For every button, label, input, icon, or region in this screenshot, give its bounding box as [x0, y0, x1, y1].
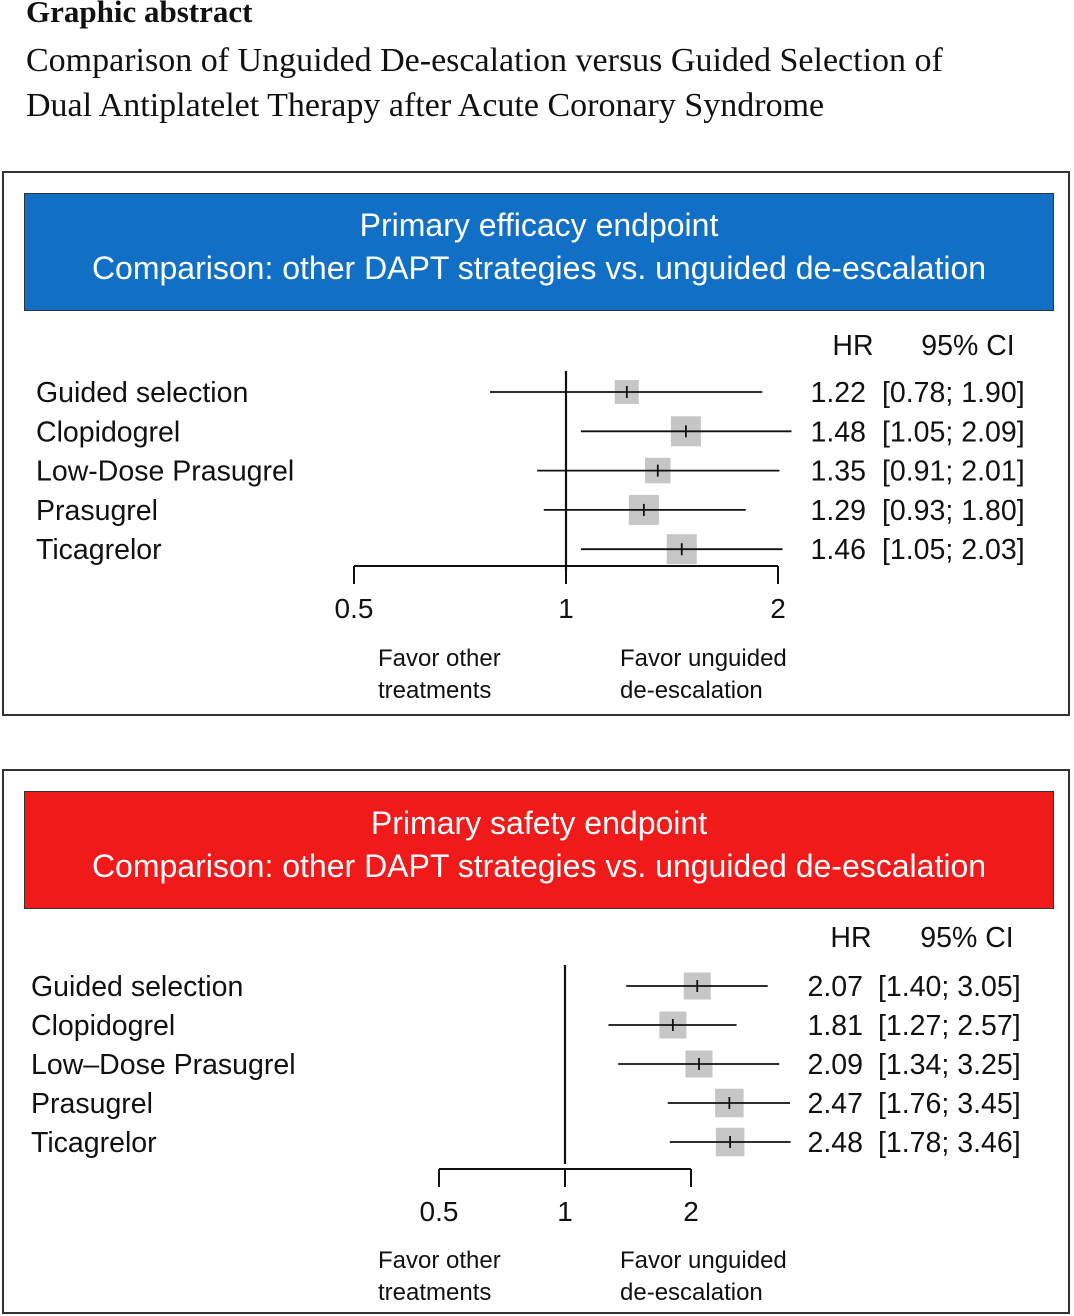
graphic-abstract-subtitle: Comparison of Unguided De-escalation ver…: [26, 38, 1066, 128]
hr-value: 1.35: [811, 456, 866, 488]
ci-value: [0.91; 2.01]: [882, 456, 1025, 488]
row-label: Ticagrelor: [36, 534, 162, 566]
hr-column-header: HR: [830, 922, 871, 954]
subtitle-line-1: Comparison of Unguided De-escalation ver…: [26, 42, 943, 79]
hr-value: 2.47: [808, 1088, 863, 1120]
favor-right-label: Favor unguided: [620, 645, 787, 672]
subtitle-line-2: Dual Antiplatelet Therapy after Acute Co…: [26, 87, 825, 124]
row-label: Guided selection: [36, 377, 248, 409]
safety-title: Primary safety endpoint: [370, 805, 708, 841]
ci-value: [1.05; 2.03]: [882, 534, 1025, 566]
favor-right-label: de-escalation: [620, 677, 763, 704]
hr-value: 1.29: [811, 495, 866, 527]
ci-value: [1.27; 2.57]: [878, 1010, 1021, 1042]
hr-column-header: HR: [832, 330, 873, 362]
ci-column-header: 95% CI: [920, 922, 1013, 954]
hr-value: 1.81: [808, 1010, 863, 1042]
ci-value: [1.76; 3.45]: [878, 1088, 1021, 1120]
row-label: Prasugrel: [36, 495, 158, 527]
row-label: Clopidogrel: [36, 416, 180, 448]
hr-value: 2.09: [808, 1049, 863, 1081]
favor-right-label: de-escalation: [620, 1279, 763, 1306]
efficacy-subtitle: Comparison: other DAPT strategies vs. un…: [91, 250, 987, 286]
x-tick-label: 0.5: [335, 593, 374, 624]
hr-value: 2.48: [808, 1127, 863, 1159]
efficacy-banner: Primary efficacy endpoint Comparison: ot…: [24, 193, 1054, 311]
x-tick-label: 1: [558, 593, 574, 624]
efficacy-panel: Primary efficacy endpoint Comparison: ot…: [2, 171, 1070, 716]
x-tick-label: 0.5: [420, 1196, 459, 1227]
ci-value: [1.05; 2.09]: [882, 416, 1025, 448]
hr-value: 1.48: [811, 416, 866, 448]
row-label: Guided selection: [31, 971, 243, 1003]
hr-value: 2.07: [808, 971, 863, 1003]
row-label: Low-Dose Prasugrel: [36, 456, 294, 488]
ci-value: [1.34; 3.25]: [878, 1049, 1021, 1081]
x-tick-label: 2: [770, 593, 786, 624]
efficacy-title: Primary efficacy endpoint: [359, 207, 719, 243]
row-label: Ticagrelor: [31, 1127, 157, 1159]
hr-value: 1.22: [811, 377, 866, 409]
ci-value: [0.93; 1.80]: [882, 495, 1025, 527]
safety-panel: Primary safety endpoint Comparison: othe…: [2, 769, 1070, 1314]
ci-value: [0.78; 1.90]: [882, 377, 1025, 409]
efficacy-forest-plot: HR 95% CI Guided selection 1.22 [0.78; 1.90]…: [36, 330, 1025, 704]
row-label: Clopidogrel: [31, 1010, 175, 1042]
x-tick-label: 2: [683, 1196, 699, 1227]
safety-banner: Primary safety endpoint Comparison: othe…: [24, 791, 1054, 909]
ci-value: [1.40; 3.05]: [878, 971, 1021, 1003]
favor-left-label: Favor other: [378, 1247, 501, 1274]
x-tick-label: 1: [557, 1196, 573, 1227]
ci-column-header: 95% CI: [921, 330, 1014, 362]
ci-value: [1.78; 3.46]: [878, 1127, 1021, 1159]
row-label: Low–Dose Prasugrel: [31, 1049, 296, 1081]
favor-left-label: treatments: [378, 1279, 491, 1306]
favor-left-label: treatments: [378, 677, 491, 704]
favor-right-label: Favor unguided: [620, 1247, 787, 1274]
safety-forest-plot: HR 95% CI Guided selection 2.07 [1.40; 3.05]…: [31, 922, 1021, 1306]
row-label: Prasugrel: [31, 1088, 153, 1120]
safety-subtitle: Comparison: other DAPT strategies vs. un…: [91, 848, 987, 884]
hr-value: 1.46: [811, 534, 866, 566]
graphic-abstract-title: Graphic abstract: [26, 0, 253, 29]
favor-left-label: Favor other: [378, 645, 501, 672]
